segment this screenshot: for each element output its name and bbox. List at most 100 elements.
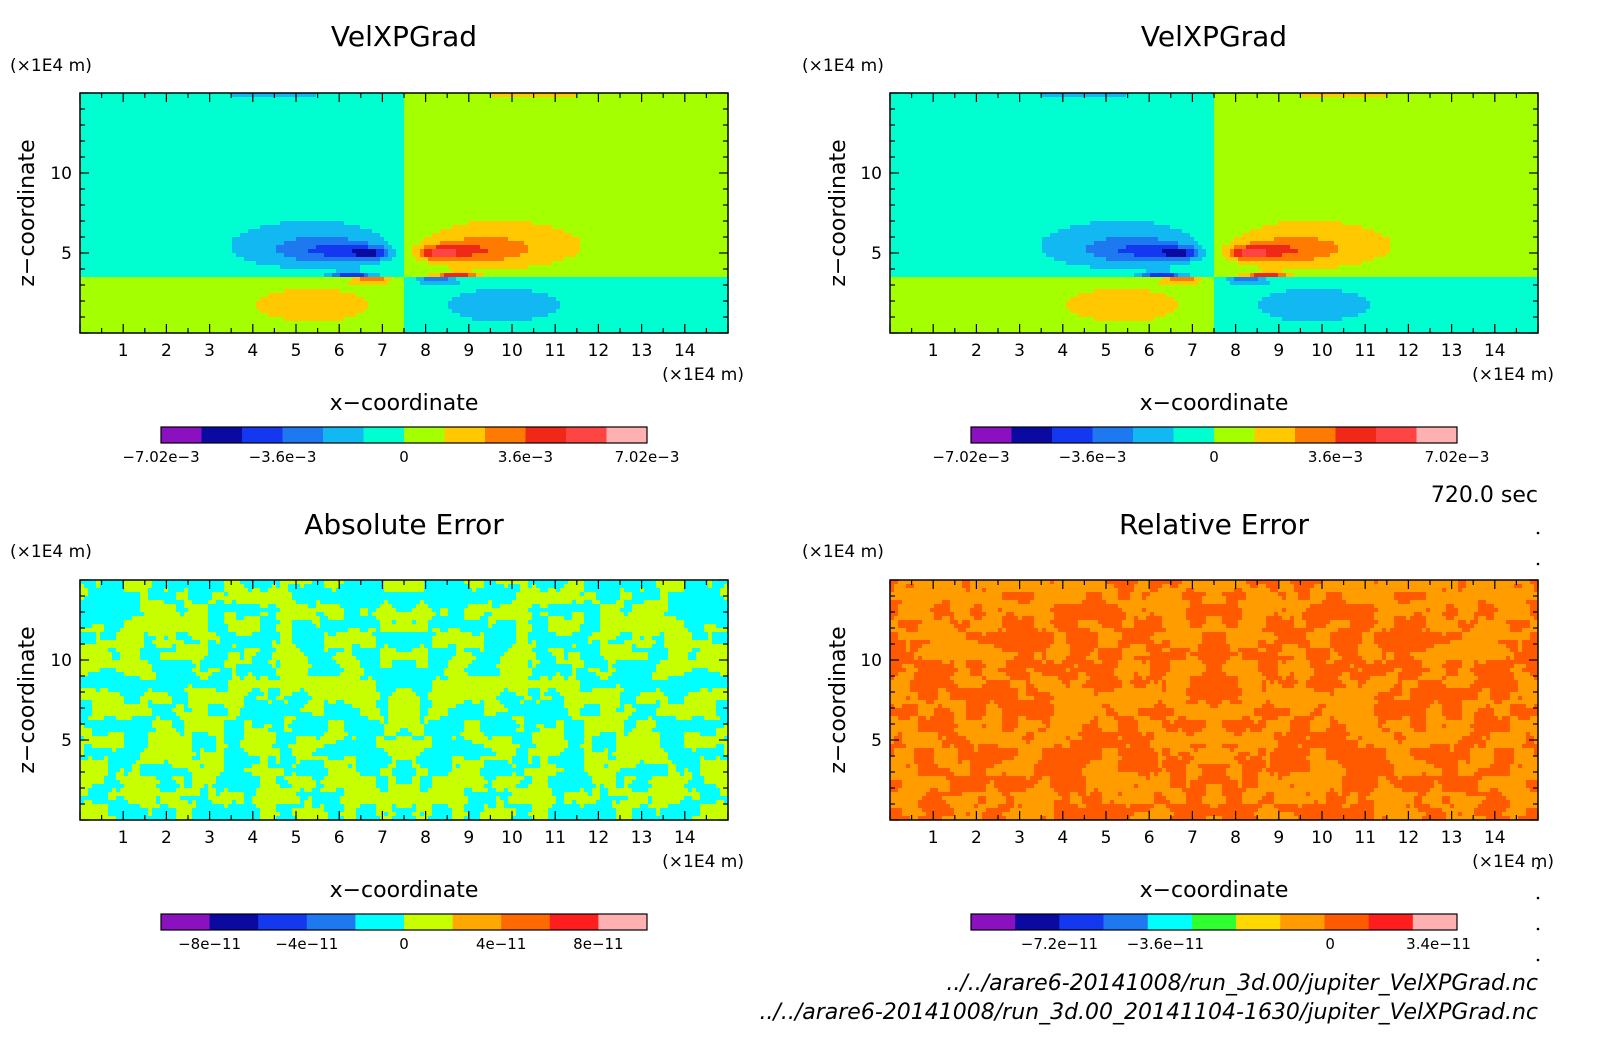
field-cell — [376, 137, 381, 142]
field-cell — [656, 93, 661, 98]
field-cell — [724, 201, 728, 206]
field-cell — [204, 201, 209, 206]
field-cell — [308, 205, 313, 210]
field-cell — [644, 177, 649, 182]
field-cell — [96, 129, 101, 134]
field-cell — [620, 125, 625, 130]
field-cell — [444, 129, 449, 134]
field-cell — [472, 193, 477, 198]
field-cell — [712, 105, 717, 110]
field-cell — [296, 161, 301, 166]
field-cell — [252, 125, 257, 130]
field-cell — [316, 197, 321, 202]
field-cell — [624, 205, 629, 210]
field-cell — [440, 177, 445, 182]
field-cell — [692, 189, 697, 194]
field-cell — [108, 101, 113, 106]
field-cell — [288, 177, 293, 182]
field-cell — [628, 185, 633, 190]
field-cell — [528, 201, 533, 206]
field-cell — [436, 105, 441, 110]
field-cell — [656, 173, 661, 178]
field-cell — [312, 197, 317, 202]
field-cell — [212, 189, 217, 194]
field-cell — [612, 161, 617, 166]
field-cell — [720, 185, 725, 190]
field-cell — [692, 121, 697, 126]
field-cell — [128, 177, 133, 182]
field-cell — [120, 189, 125, 194]
field-cell — [716, 137, 721, 142]
field-cell — [296, 189, 301, 194]
field-cell — [156, 149, 161, 154]
field-cell — [324, 149, 329, 154]
field-cell — [120, 177, 125, 182]
field-cell — [312, 205, 317, 210]
field-cell — [680, 133, 685, 138]
field-cell — [324, 133, 329, 138]
field-cell — [336, 113, 341, 118]
field-cell — [432, 209, 437, 214]
field-cell — [420, 201, 425, 206]
field-cell — [712, 205, 717, 210]
field-cell — [680, 125, 685, 130]
field-cell — [308, 177, 313, 182]
field-cell — [516, 197, 521, 202]
field-cell — [512, 157, 517, 162]
field-cell — [128, 93, 133, 98]
field-cell — [500, 169, 505, 174]
field-cell — [296, 181, 301, 186]
field-cell — [380, 125, 385, 130]
field-cell — [92, 153, 97, 158]
field-cell — [132, 213, 137, 218]
field-cell — [144, 145, 149, 150]
field-cell — [644, 105, 649, 110]
field-cell — [664, 181, 669, 186]
field-cell — [188, 129, 193, 134]
field-cell — [724, 209, 728, 214]
field-cell — [556, 97, 561, 102]
field-cell — [80, 197, 85, 202]
field-cell — [448, 97, 453, 102]
field-cell — [628, 129, 633, 134]
field-cell — [536, 205, 541, 210]
field-cell — [372, 149, 377, 154]
field-cell — [352, 101, 357, 106]
field-cell — [384, 125, 389, 130]
field-cell — [392, 121, 397, 126]
field-cell — [672, 153, 677, 158]
field-cell — [476, 193, 481, 198]
field-cell — [436, 213, 441, 218]
field-cell — [216, 121, 221, 126]
field-cell — [288, 161, 293, 166]
field-cell — [204, 141, 209, 146]
field-cell — [276, 121, 281, 126]
field-cell — [532, 133, 537, 138]
field-cell — [480, 97, 485, 102]
field-cell — [372, 213, 377, 218]
field-cell — [80, 165, 85, 170]
field-cell — [208, 101, 213, 106]
field-cell — [528, 129, 533, 134]
field-cell — [448, 181, 453, 186]
field-cell — [536, 193, 541, 198]
field-cell — [420, 161, 425, 166]
field-cell — [100, 141, 105, 146]
field-cell — [640, 129, 645, 134]
field-cell — [256, 169, 261, 174]
field-cell — [428, 173, 433, 178]
field-cell — [140, 129, 145, 134]
field-cell — [284, 189, 289, 194]
field-cell — [456, 149, 461, 154]
field-cell — [252, 197, 257, 202]
field-cell — [348, 169, 353, 174]
field-cell — [708, 209, 713, 214]
field-cell — [84, 121, 89, 126]
field-cell — [636, 101, 641, 106]
field-cell — [452, 161, 457, 166]
field-cell — [300, 189, 305, 194]
field-cell — [220, 117, 225, 122]
field-cell — [104, 181, 109, 186]
field-cell — [300, 117, 305, 122]
field-cell — [284, 93, 289, 98]
